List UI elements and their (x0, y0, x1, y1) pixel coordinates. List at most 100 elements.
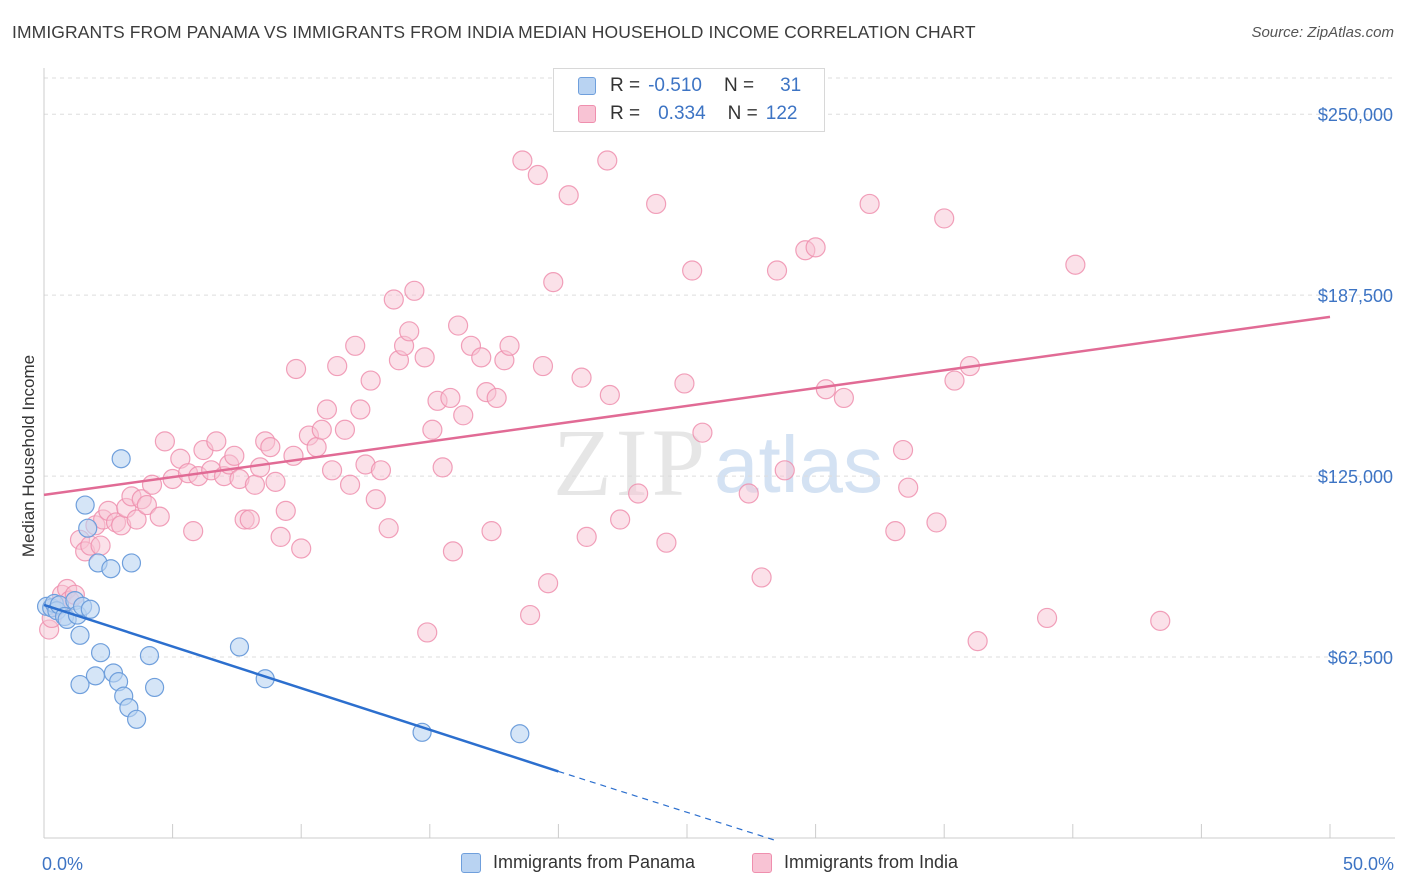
data-point-india (453, 405, 474, 426)
legend-n-label: N = (723, 75, 755, 96)
data-point-india (270, 526, 291, 547)
data-point-india (224, 445, 245, 466)
data-point-panama (80, 599, 100, 619)
legend-n-value: 122 (765, 103, 798, 124)
data-point-india (576, 526, 597, 547)
data-point-india (520, 604, 541, 626)
data-point-india (442, 541, 464, 562)
data-point-india (432, 457, 453, 478)
data-point-india (1065, 254, 1086, 275)
data-point-india (206, 431, 227, 452)
data-point-india (404, 280, 425, 301)
grid-lines (44, 77, 1395, 658)
legend-r-value: 0.334 (658, 103, 706, 124)
legend-swatch-panama (461, 852, 481, 873)
trend-line-panama (43, 603, 559, 773)
data-point-india (378, 518, 399, 539)
legend-label-india: Immigrants from India (784, 852, 959, 872)
data-point-india (610, 509, 631, 530)
trend-lines (43, 315, 1331, 842)
data-point-india (345, 335, 366, 356)
data-point-india (285, 358, 307, 380)
data-point-india (944, 370, 965, 391)
trend-line-panama-extension (558, 770, 778, 842)
data-point-india (967, 631, 988, 652)
data-point-india (265, 471, 286, 492)
data-point-india (239, 509, 260, 530)
data-point-india (90, 535, 111, 556)
legend-swatch-india (578, 105, 596, 123)
data-point-panama (126, 709, 147, 729)
data-point-india (339, 474, 361, 495)
data-point-panama (121, 553, 142, 573)
data-point-panama (139, 645, 160, 666)
data-point-india (805, 237, 826, 258)
data-point-india (447, 315, 469, 336)
trend-line-india (43, 315, 1331, 497)
data-point-india (327, 355, 348, 377)
data-point-india (149, 506, 170, 527)
legend-swatch-india (752, 852, 772, 873)
data-point-india (833, 387, 854, 409)
watermark: ZIP atlas (553, 409, 883, 516)
legend-n-label: N = (727, 103, 758, 124)
data-point-india (751, 567, 772, 588)
legend-item-panama: Immigrants from Panama (461, 852, 695, 873)
data-point-india (815, 379, 836, 400)
data-point-panama (144, 677, 165, 698)
data-point-panama (70, 625, 90, 645)
data-point-india (646, 193, 667, 215)
data-point-india (440, 387, 461, 409)
data-point-india (249, 457, 271, 478)
y-tick-label: $62,500 (1328, 648, 1393, 668)
y-tick-labels: $62,500 $125,000 $187,500 $250,000 (1318, 105, 1393, 668)
data-point-india (414, 347, 435, 368)
data-point-india (321, 460, 343, 481)
legend-row-panama: R = -0.510 N = 31 (578, 73, 801, 99)
data-point-panama (229, 637, 250, 657)
axes (43, 68, 1395, 839)
legend-row-india: R = 0.334 N = 122 (578, 101, 797, 127)
correlation-legend: R = -0.510 N = 31 R = 0.334 N = 122 (553, 68, 825, 132)
data-point-india (136, 494, 157, 516)
data-point-india (486, 387, 507, 409)
data-point-india (656, 532, 677, 553)
data-point-india (260, 437, 281, 458)
data-point-india (538, 573, 559, 594)
data-point-india (311, 419, 332, 440)
data-point-india (512, 150, 533, 171)
data-point-india (183, 521, 204, 542)
data-point-india (316, 399, 338, 420)
data-point-india (558, 185, 579, 206)
data-point-india (597, 150, 618, 171)
data-point-india (628, 483, 649, 504)
legend-r-label: R = (610, 103, 641, 124)
data-point-india (481, 521, 502, 542)
data-point-india (350, 399, 371, 420)
data-point-india (499, 335, 520, 356)
data-point-india (692, 422, 713, 443)
data-point-panama (75, 495, 95, 515)
legend-r-value: -0.510 (648, 75, 702, 96)
chart-title: IMMIGRANTS FROM PANAMA VS IMMIGRANTS FRO… (12, 22, 976, 42)
data-point-panama (111, 449, 131, 469)
data-point-panama (78, 518, 98, 538)
legend-label-panama: Immigrants from Panama (493, 852, 696, 872)
data-point-india (126, 509, 147, 530)
data-point-india (365, 489, 386, 510)
data-point-india (859, 193, 880, 215)
data-point-india (1150, 610, 1171, 631)
data-point-india (422, 419, 443, 440)
data-point-india (291, 538, 312, 559)
legend-n-value: 31 (780, 75, 802, 96)
data-point-india (399, 321, 420, 342)
data-point-india (527, 164, 548, 186)
data-point-india (738, 483, 759, 504)
data-point-india (934, 208, 955, 229)
y-axis-label: Median Household Income (19, 355, 38, 557)
legend-swatch-panama (578, 77, 596, 95)
data-point-india (154, 431, 175, 452)
data-point-india (244, 474, 266, 495)
watermark-zip: ZIP (553, 409, 709, 516)
